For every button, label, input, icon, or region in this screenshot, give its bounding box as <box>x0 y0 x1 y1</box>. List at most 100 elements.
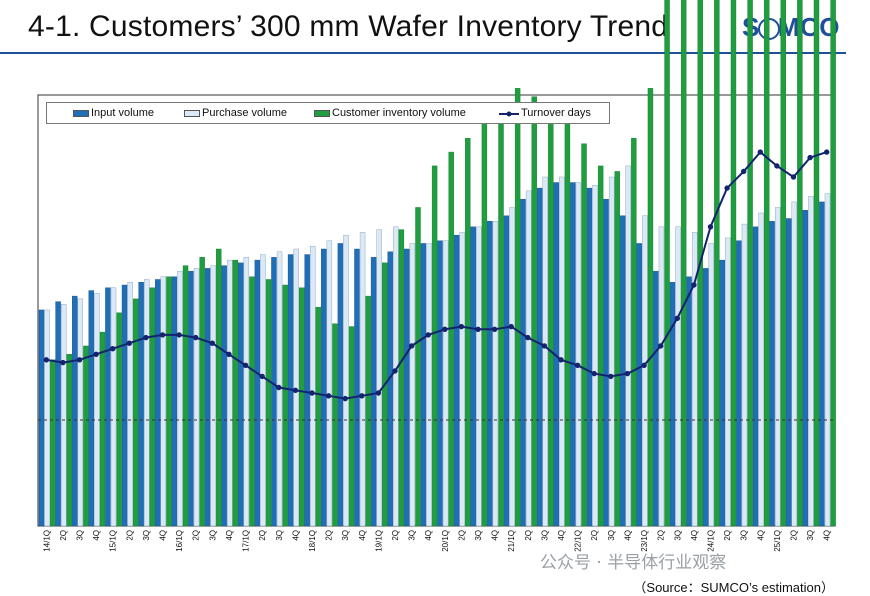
x-tick-label: 2Q <box>657 530 666 541</box>
bar-purchase-volume <box>808 196 814 527</box>
turnover-days-point <box>259 373 265 380</box>
bar-purchase-volume <box>774 207 781 527</box>
x-tick-label: 23/1Q <box>640 530 649 552</box>
turnover-days-point <box>757 149 763 155</box>
bar-input-volume <box>702 268 709 527</box>
bar-input-volume <box>503 215 510 527</box>
x-tick-label: 3Q <box>540 530 549 541</box>
bar-inventory-volume <box>514 88 521 527</box>
bar-inventory-volume <box>730 0 737 527</box>
bar-purchase-volume <box>592 185 598 527</box>
bar-purchase-volume <box>525 190 532 527</box>
legend-label-turnover: Turnover days <box>521 107 591 119</box>
turnover-days-point <box>359 393 365 399</box>
turnover-days-point <box>342 395 348 402</box>
bar-purchase-volume <box>824 193 831 527</box>
bar-input-volume <box>470 226 476 527</box>
turnover-days-point <box>159 332 166 338</box>
bar-input-volume <box>719 259 725 527</box>
x-tick-label: 4Q <box>225 530 234 541</box>
x-tick-label: 3Q <box>740 530 749 541</box>
bar-input-volume <box>221 265 227 527</box>
bar-inventory-volume <box>315 306 322 527</box>
x-tick-label: 4Q <box>823 530 832 541</box>
x-tick-label: 4Q <box>424 530 433 541</box>
x-tick-label: 2Q <box>524 530 533 541</box>
bar-purchase-volume <box>227 259 233 527</box>
x-tick-label: 14/1Q <box>42 530 51 552</box>
turnover-days-point <box>824 149 830 155</box>
x-tick-label: 2Q <box>125 530 134 541</box>
turnover-days-point <box>525 334 531 341</box>
turnover-days-point <box>790 174 797 180</box>
legend-line-turnover-icon <box>499 109 519 117</box>
bar-input-volume <box>819 201 825 527</box>
bar-input-volume <box>354 248 360 527</box>
bar-inventory-volume <box>348 326 355 527</box>
turnover-days-point <box>574 362 581 368</box>
bar-input-volume <box>453 234 460 527</box>
bar-inventory-volume <box>481 124 488 527</box>
bar-purchase-volume <box>492 221 499 527</box>
x-tick-label: 22/1Q <box>574 530 583 552</box>
bar-input-volume <box>586 187 593 527</box>
bar-input-volume <box>769 221 775 527</box>
bar-inventory-volume <box>664 0 670 527</box>
bar-purchase-volume <box>575 182 582 527</box>
bar-purchase-volume <box>625 165 631 527</box>
x-tick-label: 4Q <box>291 530 300 541</box>
legend-item-inventory: Customer inventory volume <box>314 107 466 119</box>
x-tick-label: 4Q <box>358 530 367 541</box>
bar-input-volume <box>271 257 277 527</box>
bar-input-volume <box>204 268 211 527</box>
bar-inventory-volume <box>332 323 338 527</box>
bar-purchase-volume <box>94 293 100 527</box>
source-note: （Source：SUMCO’s estimation） <box>633 580 834 595</box>
bar-inventory-volume <box>564 124 571 527</box>
bar-purchase-volume <box>110 287 117 527</box>
title-divider <box>0 52 846 54</box>
turnover-days-point <box>558 357 564 363</box>
x-tick-label: 3Q <box>275 530 284 541</box>
turnover-days-point <box>292 387 299 393</box>
x-tick-label: 17/1Q <box>242 530 251 552</box>
bar-input-volume <box>105 287 111 527</box>
turnover-days-point <box>226 351 232 357</box>
turnover-days-point <box>375 390 382 396</box>
turnover-days-point <box>276 384 282 391</box>
bar-input-volume <box>404 248 410 527</box>
bar-inventory-volume <box>680 0 687 527</box>
x-tick-label: 3Q <box>208 530 217 541</box>
x-tick-label: 4Q <box>690 530 699 541</box>
x-tick-label: 4Q <box>557 530 566 541</box>
bar-purchase-volume <box>542 176 548 527</box>
x-tick-label: 20/1Q <box>441 530 450 552</box>
x-tick-label: 2Q <box>790 530 799 541</box>
bar-input-volume <box>570 182 576 527</box>
bar-input-volume <box>254 259 261 527</box>
legend-item-turnover: Turnover days <box>499 107 591 119</box>
x-tick-label: 4Q <box>92 530 101 541</box>
turnover-days-point <box>60 359 66 366</box>
bar-purchase-volume <box>44 309 50 527</box>
bar-input-volume <box>321 248 327 527</box>
bar-purchase-volume <box>210 265 216 527</box>
bar-purchase-volume <box>310 246 316 527</box>
bar-inventory-volume <box>299 287 305 527</box>
bar-purchase-volume <box>177 270 183 527</box>
turnover-days-point <box>458 323 465 330</box>
bar-purchase-volume <box>442 240 449 527</box>
bar-purchase-volume <box>61 304 67 527</box>
bar-purchase-volume <box>326 240 333 527</box>
bar-purchase-volume <box>559 176 565 527</box>
bar-input-volume <box>686 276 692 527</box>
turnover-days-point <box>76 357 83 363</box>
bar-input-volume <box>138 282 144 527</box>
x-tick-label: 3Q <box>474 530 483 541</box>
turnover-days-point <box>43 357 49 363</box>
turnover-days-point <box>608 373 614 380</box>
x-tick-labels: 14/1Q 2Q 3Q 4Q 15/1Q 2Q 3Q 4Q 16/1Q 2Q 3Q 4Q 17/1Q 2Q… <box>42 530 831 552</box>
bar-inventory-volume <box>614 171 620 527</box>
bar-input-volume <box>121 284 128 527</box>
